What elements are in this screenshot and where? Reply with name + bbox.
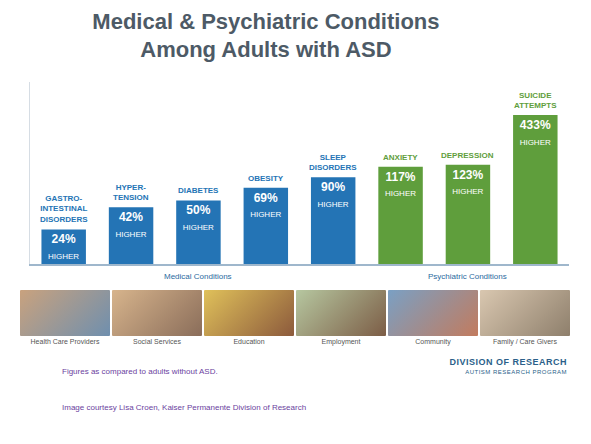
svg-text:SUICIDEATTEMPTS: SUICIDEATTEMPTS	[514, 91, 557, 110]
svg-text:123%HIGHER: 123%HIGHER	[452, 168, 483, 197]
svg-text:ANXIETY: ANXIETY	[383, 153, 418, 162]
svg-text:Medical & Psychiatric Conditio: Medical & Psychiatric ConditionsAmong Ad…	[92, 9, 439, 63]
svg-text:90%HIGHER: 90%HIGHER	[318, 180, 349, 209]
html-text:Employment: Employment	[321, 338, 361, 345]
svg-text:50%HIGHER: 50%HIGHER	[183, 203, 214, 232]
html-text:Community: Community	[415, 338, 451, 345]
svg-text:433%HIGHER: 433%HIGHER	[520, 118, 551, 147]
html-text:Image courtesy Lisa Croen, Kai: Image courtesy Lisa Croen, Kaiser Perman…	[62, 403, 307, 412]
html-text:Family / Care Givers: Family / Care Givers	[493, 338, 557, 345]
svg-text:SLEEPDISORDERS: SLEEPDISORDERS	[309, 153, 357, 172]
svg-text:69%HIGHER: 69%HIGHER	[250, 191, 281, 220]
svg-text:24%HIGHER: 24%HIGHER	[48, 232, 79, 261]
html-text:Health Care Providers: Health Care Providers	[30, 338, 100, 345]
svg-text:DIABETES: DIABETES	[178, 186, 219, 195]
html-text:AUTISM RESEARCH PROGRAM: AUTISM RESEARCH PROGRAM	[465, 369, 567, 375]
svg-text:117%HIGHER: 117%HIGHER	[385, 170, 416, 199]
svg-text:OBESITY: OBESITY	[248, 174, 284, 183]
svg-text:GASTRO-INTESTINALDISORDERS: GASTRO-INTESTINALDISORDERS	[40, 194, 88, 224]
svg-text:Medical Conditions: Medical Conditions	[164, 272, 232, 281]
svg-text:HYPER-TENSION: HYPER-TENSION	[113, 183, 149, 202]
svg-text:DEPRESSION: DEPRESSION	[441, 151, 494, 160]
html-text:DIVISION OF RESEARCH: DIVISION OF RESEARCH	[449, 357, 567, 367]
svg-text:42%HIGHER: 42%HIGHER	[115, 210, 146, 239]
svg-text:Psychiatric Conditions: Psychiatric Conditions	[428, 272, 507, 281]
html-text:Social Services: Social Services	[133, 338, 181, 345]
html-text:Figures as compared to adults: Figures as compared to adults without AS…	[62, 367, 218, 376]
html-text:Education: Education	[233, 338, 265, 345]
